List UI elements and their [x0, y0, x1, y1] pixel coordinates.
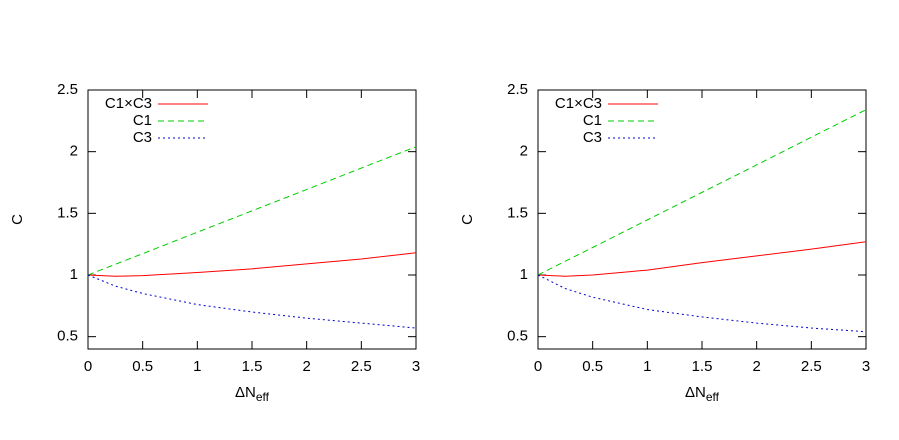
x-tick-label: 1 — [193, 358, 201, 375]
y-tick-label: 2.5 — [57, 81, 78, 98]
x-tick-label: 0 — [84, 358, 92, 375]
x-tick-label: 2.5 — [351, 358, 372, 375]
series-line — [87, 252, 417, 277]
x-axis-label: ΔNeff — [235, 384, 270, 404]
x-tick-label: 1.5 — [692, 358, 713, 375]
y-axis-label: C — [459, 214, 476, 225]
legend-label: C1 — [583, 112, 602, 129]
y-tick-label: 1 — [70, 266, 78, 283]
x-tick-label: 1 — [643, 358, 651, 375]
y-tick-label: 1 — [520, 266, 528, 283]
series-line — [537, 109, 867, 276]
y-tick-label: 2 — [70, 143, 78, 160]
x-tick-label: 2.5 — [801, 358, 822, 375]
x-tick-label: 0.5 — [582, 358, 603, 375]
legend-label: C3 — [133, 129, 152, 146]
y-tick-label: 0.5 — [57, 328, 78, 345]
y-axis-label: C — [9, 214, 26, 225]
y-tick-label: 2 — [520, 143, 528, 160]
x-tick-label: 3 — [412, 358, 420, 375]
x-axis-label: ΔNeff — [685, 384, 720, 404]
legend-label: C1×C3 — [555, 95, 602, 112]
series-line — [537, 274, 867, 333]
legend-label: C1 — [133, 112, 152, 129]
x-tick-label: 3 — [862, 358, 870, 375]
series-line — [537, 241, 867, 277]
series-line — [87, 274, 417, 329]
y-tick-label: 1.5 — [57, 204, 78, 221]
x-tick-label: 2 — [752, 358, 760, 375]
x-axis-label-main: ΔN — [235, 384, 256, 401]
x-axis-label-main: ΔN — [685, 384, 706, 401]
legend-label: C3 — [583, 129, 602, 146]
y-tick-label: 1.5 — [507, 204, 528, 221]
x-axis-label-sub: eff — [256, 390, 270, 404]
series-line — [87, 146, 417, 276]
x-tick-label: 0 — [534, 358, 542, 375]
x-tick-label: 1.5 — [242, 358, 263, 375]
x-axis-label-sub: eff — [706, 390, 720, 404]
x-tick-label: 0.5 — [132, 358, 153, 375]
legend-label: C1×C3 — [105, 95, 152, 112]
y-tick-label: 0.5 — [507, 328, 528, 345]
y-tick-label: 2.5 — [507, 81, 528, 98]
x-tick-label: 2 — [302, 358, 310, 375]
